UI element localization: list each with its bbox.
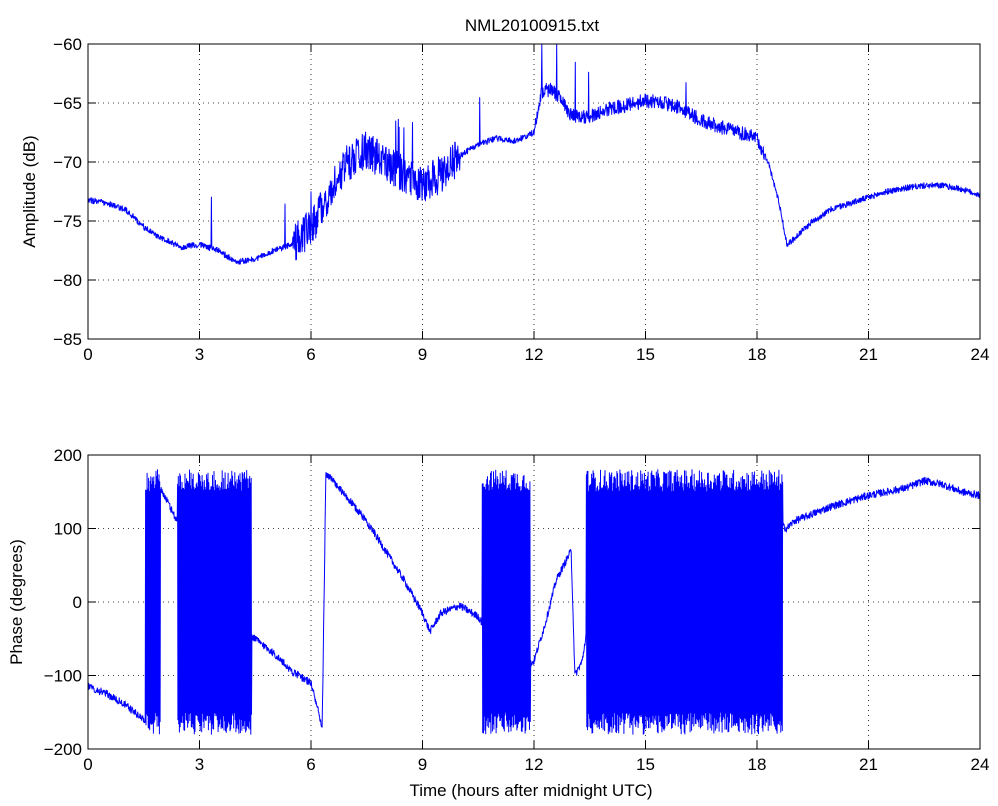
- y-axis-title: Phase (degrees): [7, 539, 26, 665]
- y-tick-label: −60: [53, 35, 82, 54]
- y-tick-label: −200: [44, 740, 82, 759]
- y-tick-label: −70: [53, 153, 82, 172]
- x-tick-label: 6: [306, 755, 315, 774]
- x-tick-label: 12: [525, 755, 544, 774]
- y-tick-label: 200: [54, 446, 82, 465]
- y-tick-label: −80: [53, 271, 82, 290]
- x-tick-label: 21: [859, 755, 878, 774]
- x-axis-title: Time (hours after midnight UTC): [409, 781, 652, 800]
- x-tick-label: 0: [83, 755, 92, 774]
- x-tick-label: 24: [971, 755, 990, 774]
- x-tick-label: 0: [83, 345, 92, 364]
- x-tick-label: 18: [748, 755, 767, 774]
- x-tick-label: 15: [636, 755, 655, 774]
- x-tick-label: 24: [971, 345, 990, 364]
- x-tick-label: 6: [306, 345, 315, 364]
- amplitude-plot: 0 3 6 9 12 15 18 21 24 −85 −80 −75 −70 −65 −60 Amplitud…: [20, 35, 989, 364]
- y-axis-title: Amplitude (dB): [20, 135, 39, 247]
- amplitude-trace: [88, 44, 980, 265]
- x-tick-label: 3: [195, 345, 204, 364]
- y-tick-label: −85: [53, 330, 82, 349]
- x-tick-label: 15: [636, 345, 655, 364]
- x-tick-label: 21: [859, 345, 878, 364]
- phase-trace: [88, 469, 980, 735]
- x-tick-label: 18: [748, 345, 767, 364]
- x-tick-label: 9: [418, 345, 427, 364]
- y-tick-label: 100: [54, 520, 82, 539]
- x-tick-label: 3: [195, 755, 204, 774]
- x-tick-label: 9: [418, 755, 427, 774]
- y-tick-label: −75: [53, 212, 82, 231]
- y-tick-label: 0: [73, 593, 82, 612]
- x-tick-label: 12: [525, 345, 544, 364]
- y-tick-label: −100: [44, 667, 82, 686]
- phase-plot: 0 3 6 9 12 15 18 21 24 −200 −100 0 100 200 Phase (degr…: [7, 446, 989, 800]
- y-tick-label: −65: [53, 94, 82, 113]
- figure-title: NML20100915.txt: [465, 16, 599, 35]
